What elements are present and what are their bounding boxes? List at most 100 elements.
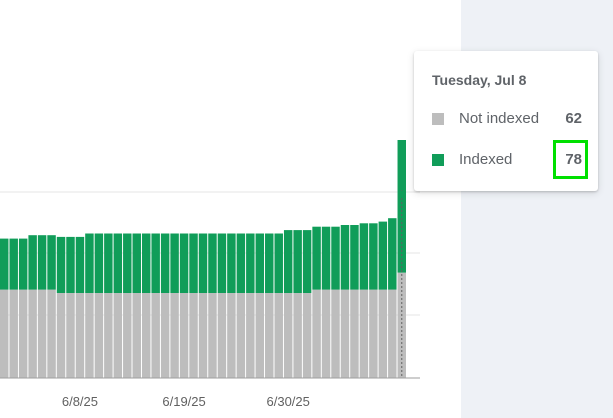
bar-indexed[interactable]	[37, 235, 47, 290]
bar-indexed[interactable]	[151, 233, 160, 294]
bar-indexed[interactable]	[189, 233, 198, 294]
chart-tooltip: Tuesday, Jul 8 Not indexed 62 Indexed 78	[414, 51, 598, 191]
bar-indexed[interactable]	[369, 223, 378, 290]
bar-not-indexed[interactable]	[132, 293, 141, 378]
bar-indexed[interactable]	[350, 225, 359, 290]
bar-indexed[interactable]	[160, 233, 170, 294]
stacked-bar-chart[interactable]: 6/8/25 6/19/25 6/30/25	[0, 0, 461, 418]
bar-not-indexed[interactable]	[28, 289, 37, 378]
bar-indexed[interactable]	[208, 233, 217, 294]
bar-indexed[interactable]	[321, 226, 331, 290]
bar-indexed[interactable]	[94, 233, 104, 294]
bar-not-indexed[interactable]	[369, 289, 378, 378]
bar-indexed[interactable]	[236, 233, 246, 294]
bar-indexed[interactable]	[274, 233, 283, 294]
x-axis-ticks: 6/8/25 6/19/25 6/30/25	[62, 394, 310, 409]
bar-not-indexed[interactable]	[388, 289, 397, 378]
bar-indexed[interactable]	[75, 236, 85, 293]
bar-not-indexed[interactable]	[179, 293, 189, 378]
tooltip-row-indexed: Indexed 78	[432, 151, 582, 171]
bar-indexed[interactable]	[331, 226, 340, 290]
bar-not-indexed[interactable]	[283, 293, 293, 378]
bar-not-indexed[interactable]	[141, 293, 151, 378]
bar-not-indexed[interactable]	[170, 293, 179, 378]
bar-not-indexed[interactable]	[85, 293, 94, 378]
bar-indexed[interactable]	[179, 233, 189, 294]
bar-indexed[interactable]	[132, 233, 141, 294]
bar-not-indexed[interactable]	[208, 293, 217, 378]
bar-not-indexed[interactable]	[104, 293, 113, 378]
bar-indexed[interactable]	[265, 233, 274, 294]
bar-indexed[interactable]	[246, 233, 255, 294]
bar-indexed[interactable]	[18, 238, 28, 290]
bar-not-indexed[interactable]	[340, 289, 350, 378]
bar-indexed[interactable]	[293, 230, 302, 293]
bar-not-indexed[interactable]	[331, 289, 340, 378]
bar-indexed[interactable]	[359, 223, 369, 290]
tooltip-label: Not indexed	[459, 110, 540, 127]
bar-not-indexed[interactable]	[47, 289, 56, 378]
bar-indexed[interactable]	[56, 236, 66, 293]
x-tick-label: 6/30/25	[267, 394, 310, 409]
bar-not-indexed[interactable]	[217, 293, 227, 378]
bar-indexed[interactable]	[123, 233, 132, 294]
bar-not-indexed[interactable]	[255, 293, 265, 378]
bar-indexed[interactable]	[388, 218, 397, 290]
bar-indexed[interactable]	[66, 236, 75, 293]
bar-not-indexed[interactable]	[359, 289, 369, 378]
not-indexed-swatch-icon	[432, 113, 444, 125]
bar-not-indexed[interactable]	[151, 293, 160, 378]
bar-not-indexed[interactable]	[189, 293, 198, 378]
bar-not-indexed[interactable]	[293, 293, 302, 378]
bar-indexed[interactable]	[378, 221, 388, 290]
bar-not-indexed[interactable]	[94, 293, 104, 378]
bar-not-indexed[interactable]	[113, 293, 123, 378]
bar-indexed[interactable]	[198, 233, 208, 294]
bar-indexed[interactable]	[85, 233, 94, 294]
bar-indexed[interactable]	[340, 225, 350, 290]
bar-indexed[interactable]	[141, 233, 151, 294]
tooltip-value: 78	[565, 151, 582, 168]
bar-not-indexed[interactable]	[236, 293, 246, 378]
bar-not-indexed[interactable]	[321, 289, 331, 378]
bar-not-indexed[interactable]	[123, 293, 132, 378]
bar-not-indexed[interactable]	[56, 293, 66, 378]
bar-indexed[interactable]	[104, 233, 113, 294]
bar-not-indexed[interactable]	[397, 272, 406, 378]
bar-indexed[interactable]	[312, 226, 321, 290]
bar-not-indexed[interactable]	[378, 289, 388, 378]
bar-not-indexed[interactable]	[160, 293, 170, 378]
bar-indexed[interactable]	[0, 238, 9, 290]
bar-indexed[interactable]	[217, 233, 227, 294]
bar-not-indexed[interactable]	[265, 293, 274, 378]
bar-indexed[interactable]	[302, 230, 312, 293]
bar-not-indexed[interactable]	[9, 289, 18, 378]
bar-not-indexed[interactable]	[312, 289, 321, 378]
bar-indexed[interactable]	[113, 233, 123, 294]
highlight-box	[553, 140, 588, 179]
bar-not-indexed[interactable]	[227, 293, 236, 378]
chart-panel: 6/8/25 6/19/25 6/30/25	[0, 0, 461, 418]
x-tick-label: 6/19/25	[162, 394, 205, 409]
bar-indexed[interactable]	[28, 235, 37, 290]
bar-indexed[interactable]	[9, 238, 18, 290]
bar-not-indexed[interactable]	[198, 293, 208, 378]
x-tick-label: 6/8/25	[62, 394, 98, 409]
indexed-swatch-icon	[432, 154, 444, 166]
bar-not-indexed[interactable]	[350, 289, 359, 378]
bar-not-indexed[interactable]	[18, 289, 28, 378]
bar-indexed[interactable]	[170, 233, 179, 294]
bar-indexed[interactable]	[255, 233, 265, 294]
tooltip-row-not-indexed: Not indexed 62	[432, 110, 582, 130]
bar-indexed[interactable]	[283, 230, 293, 293]
bar-not-indexed[interactable]	[37, 289, 47, 378]
bar-indexed[interactable]	[227, 233, 236, 294]
hover-point-indexed	[398, 190, 406, 198]
bar-not-indexed[interactable]	[302, 293, 312, 378]
bar-not-indexed[interactable]	[274, 293, 283, 378]
bar-not-indexed[interactable]	[66, 293, 75, 378]
bar-not-indexed[interactable]	[0, 289, 9, 378]
bar-not-indexed[interactable]	[75, 293, 85, 378]
bar-indexed[interactable]	[47, 235, 56, 290]
bar-not-indexed[interactable]	[246, 293, 255, 378]
